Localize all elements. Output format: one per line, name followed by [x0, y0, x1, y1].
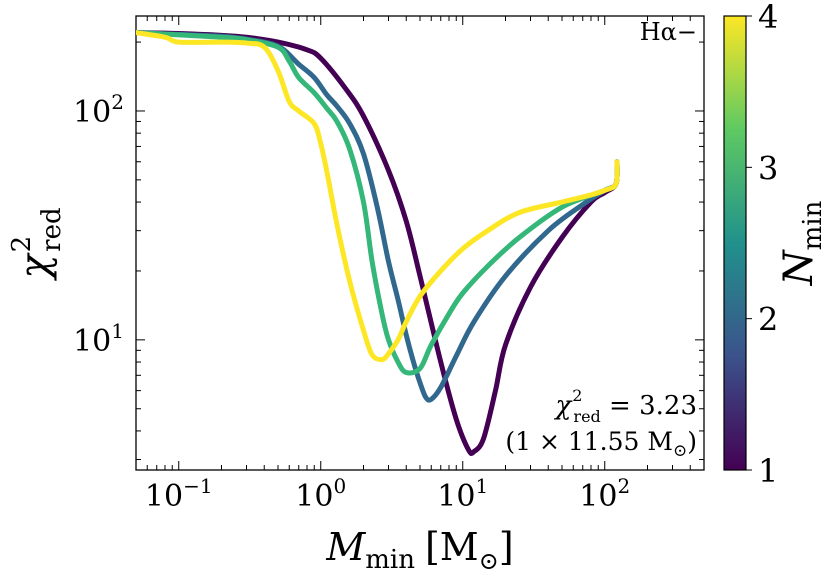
y-tick-labels: 101 102 — [73, 90, 124, 359]
annotation-chi-sub: red — [573, 407, 600, 426]
y-axis-label: χ2red — [7, 207, 67, 281]
series-layer — [136, 30, 620, 457]
series-line-nmin-2 — [136, 30, 620, 403]
x-tick-label: 101 — [437, 474, 488, 514]
annotation-best-text: (1 × 11.55 M — [505, 427, 673, 456]
annotation-best-sun: ⊙ — [673, 441, 687, 461]
y-tick-label: 102 — [73, 90, 124, 130]
svg-text:χ2red: χ2red — [7, 207, 67, 281]
colorbar-ticks: 1 2 3 4 — [746, 0, 778, 490]
colorbar-label-main: N — [776, 248, 822, 286]
colorbar-tick-label: 4 — [758, 0, 778, 36]
series-line-nmin-3 — [136, 30, 620, 376]
annotation-chi-sup: 2 — [572, 386, 582, 405]
colorbar-tick-label: 1 — [758, 452, 778, 490]
colorbar-tick-label: 2 — [758, 301, 778, 339]
colorbar-tick-label: 3 — [758, 149, 778, 187]
annotation-chi-value: = 3.23 — [601, 391, 697, 421]
series-line-nmin-4 — [136, 30, 620, 363]
y-label-sup: 2 — [7, 236, 37, 253]
x-axis-label: Mmin [M⊙] — [325, 525, 513, 570]
y-label-sub: red — [37, 207, 67, 251]
y-tick-label: 101 — [73, 319, 124, 359]
colorbar-label: Nmin — [776, 200, 828, 286]
series-line-nmin-1 — [136, 30, 620, 457]
axis-ticks — [135, 16, 705, 470]
x-label-main: M — [325, 525, 366, 569]
x-label-unit-close: ] — [499, 525, 514, 569]
y-label-main: χ — [12, 252, 58, 282]
svg-text:Nmin: Nmin — [776, 200, 828, 286]
x-label-sub: min — [365, 545, 415, 570]
colorbar-label-sub: min — [798, 200, 828, 250]
x-tick-label: 10−1 — [145, 474, 213, 514]
annotation-chi2: χ2 red = 3.23 — [553, 386, 697, 426]
x-tick-labels: 10−1 100 101 102 — [145, 474, 630, 514]
annotation-best-close: ) — [687, 427, 697, 456]
x-tick-label: 100 — [295, 474, 346, 514]
annotation-top-right: Hα− — [640, 18, 697, 46]
x-label-unit-sun: ⊙ — [479, 547, 499, 570]
annotation-chi-symbol: χ — [553, 391, 573, 421]
colorbar — [723, 15, 747, 471]
annotation-best-fit: (1 × 11.55 M⊙) — [505, 427, 697, 461]
x-tick-label: 102 — [579, 474, 630, 514]
x-label-unit-open: [M — [425, 525, 479, 569]
